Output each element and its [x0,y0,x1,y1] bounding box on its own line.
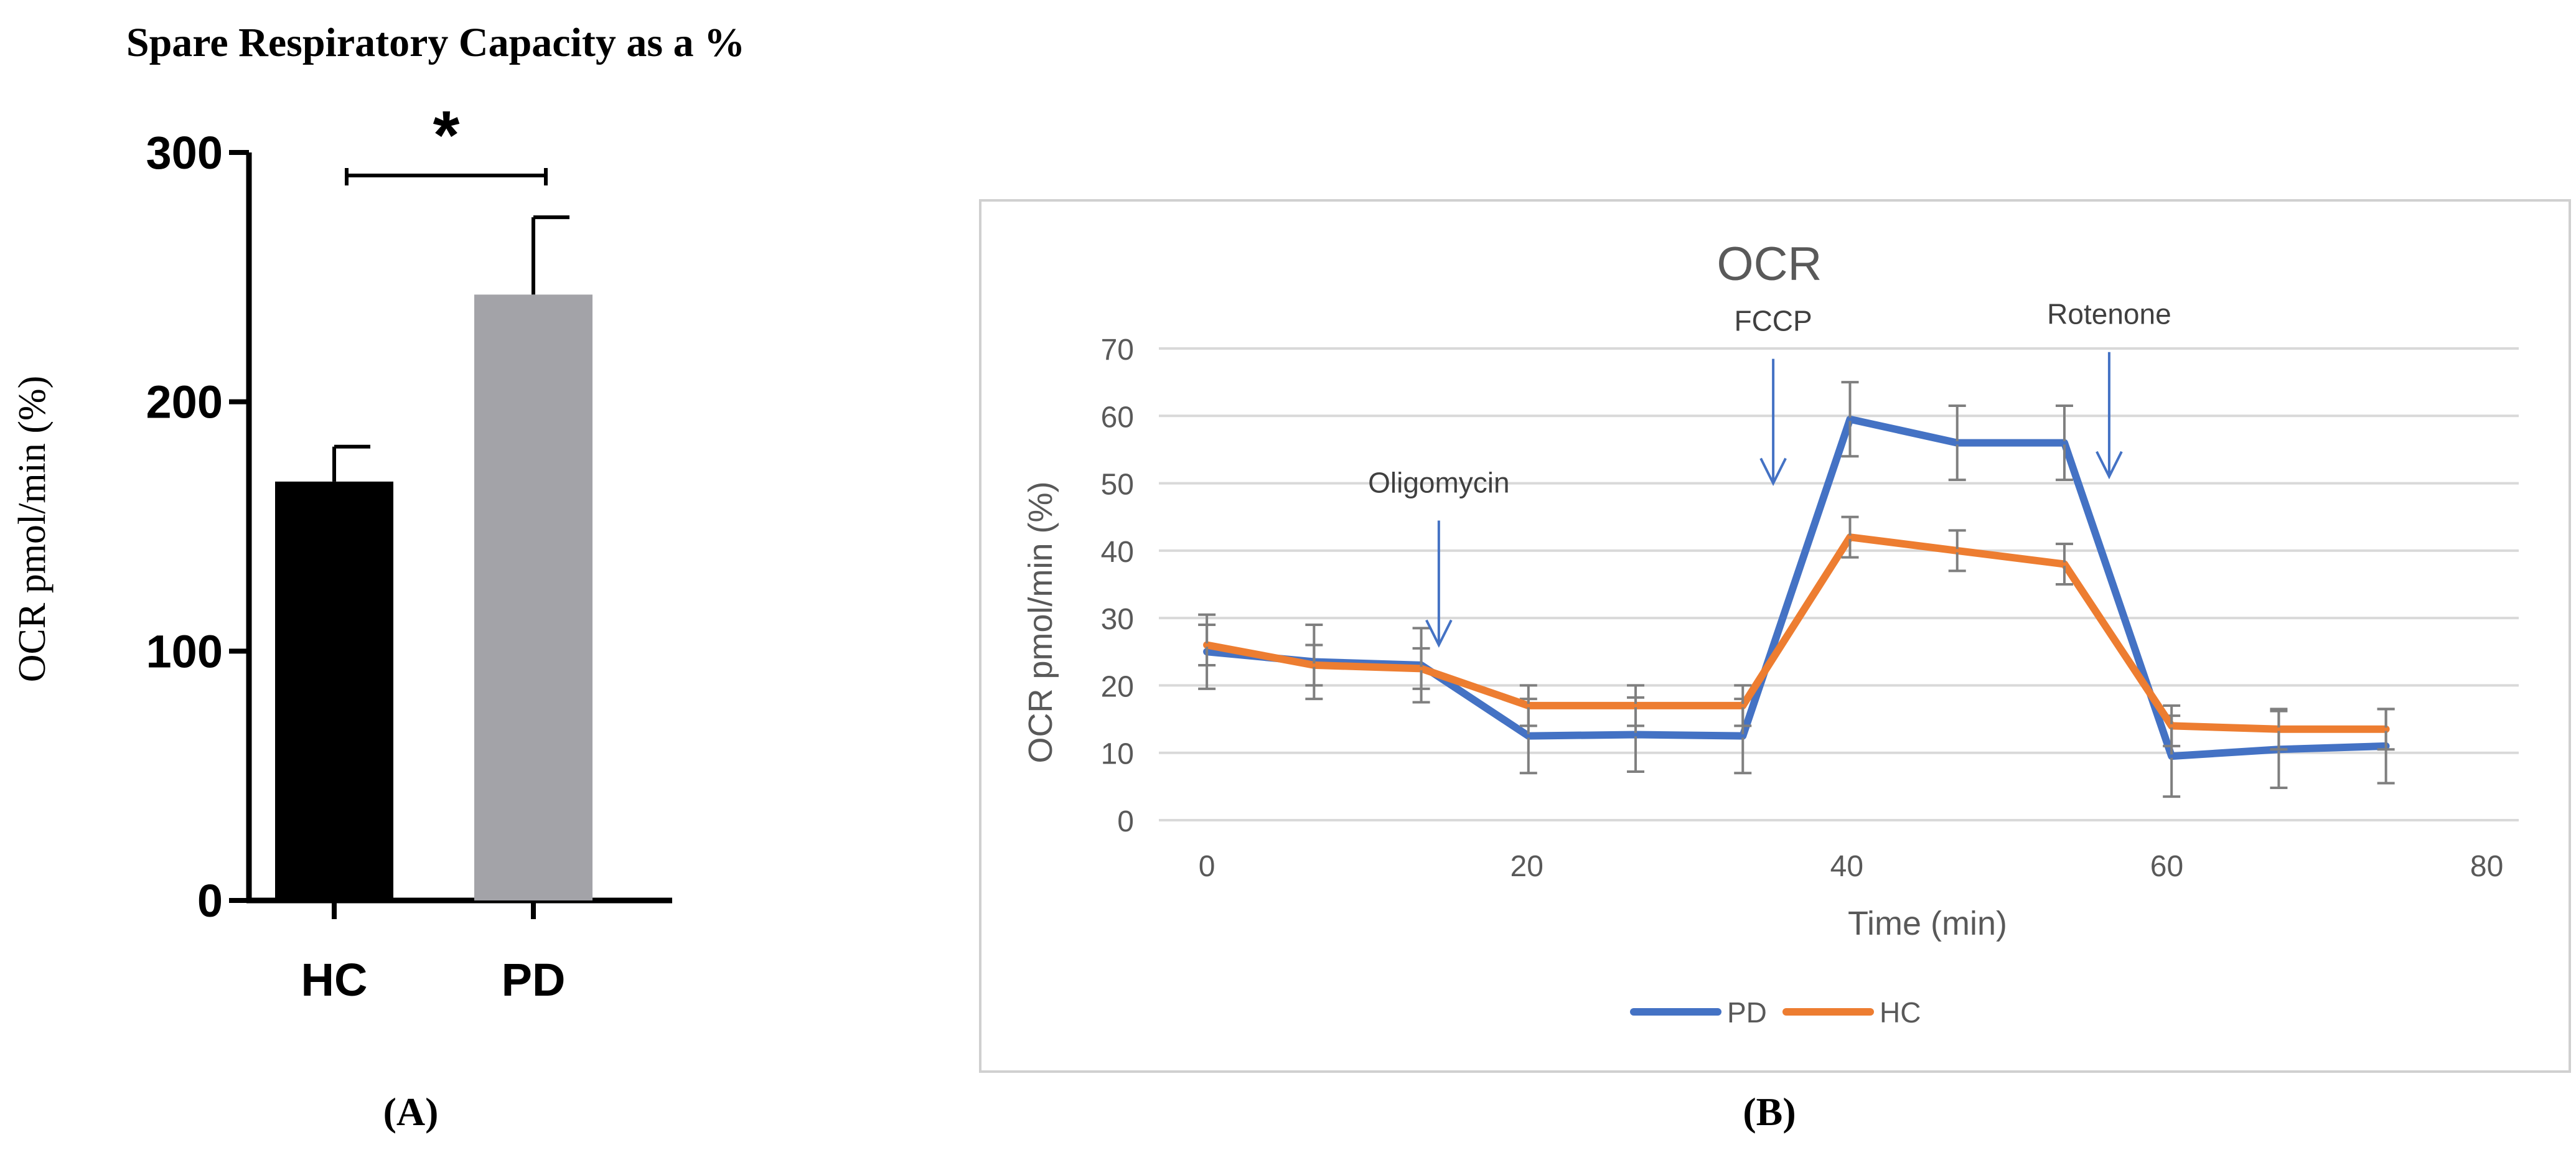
x-tick-label: 80 [2470,850,2503,883]
data-point-pd [2062,441,2066,445]
legend-label-pd: PD [1727,996,1767,1029]
x-tick-label-pd: PD [502,954,566,1006]
x-tick-label: 0 [1199,850,1215,883]
annotation-label-oligomycin: Oligomycin [1368,466,1510,498]
bar-chart-bars [275,215,592,900]
bar-chart-y-axis-label: OCR pmol/min (%) [11,376,54,683]
data-point-hc [1526,703,1530,708]
panel-b-line-chart: OCR OCR pmol/min (%) Time (min) 0 10 20 30 4… [979,199,2571,1134]
data-point-hc [2277,727,2281,731]
line-chart-y-ticks: 0 10 20 30 40 50 60 70 [1101,334,1134,838]
y-tick-label: 60 [1101,401,1134,434]
significance-asterisk: * [433,97,460,174]
data-point-hc [1848,535,1852,540]
y-tick-label: 0 [197,875,223,927]
y-tick-label: 0 [1117,805,1134,838]
panel-label-b: (B) [1743,1090,1796,1134]
y-tick-label: 300 [146,127,223,179]
data-point-hc [1741,703,1745,708]
significance-bracket: * [345,97,548,185]
data-point-hc [1312,663,1316,667]
bar-pd [474,294,592,900]
x-tick-label: 20 [1510,850,1543,883]
data-point-hc [2062,562,2066,566]
line-chart-annotations: Oligomycin FCCP Rotenone [1368,298,2171,648]
annotation-label-rotenone: Rotenone [2047,298,2171,330]
data-point-hc [1205,643,1209,647]
y-tick-label: 100 [146,625,223,677]
line-chart-x-axis-label: Time (min) [1848,905,2007,942]
series-line-hc [1203,533,2390,733]
rotenone-arrow-head [2096,451,2123,480]
legend-label-hc: HC [1880,996,1921,1029]
bar-chart-x-ticks: HC PD [301,900,566,1006]
fccp-arrow-head [1759,457,1787,487]
data-point-hc [2384,727,2388,731]
y-tick-label: 40 [1101,536,1134,569]
line-chart-gridlines [1159,347,2519,821]
line-chart-x-ticks: 0 20 40 60 80 [1199,850,2504,883]
series-hc [1198,515,2395,751]
y-tick-label: 30 [1101,603,1134,636]
line-chart-legend: PD HC [1630,996,1921,1029]
panel-a-bar-chart: Spare Respiratory Capacity as a % OCR pm… [11,20,745,1134]
panel-label-a: (A) [383,1090,439,1134]
bar-chart-y-ticks: 0 100 200 300 [146,127,249,927]
x-tick-label: 40 [1830,850,1863,883]
x-tick-label: 60 [2150,850,2183,883]
bar-chart-title: Spare Respiratory Capacity as a % [126,20,745,65]
data-point-hc [1419,666,1423,671]
bar-hc [275,481,393,900]
annotation-label-fccp: FCCP [1734,305,1812,337]
x-tick-label-hc: HC [301,954,368,1006]
data-point-pd [2170,754,2174,759]
data-point-pd [1955,441,1959,445]
line-chart-series [1198,381,2395,798]
line-chart-title: OCR [1717,238,1822,291]
data-point-pd [1848,417,1852,421]
data-point-pd [1634,732,1638,737]
data-point-hc [1634,703,1638,708]
y-tick-label: 10 [1101,738,1134,771]
line-chart-y-axis-label: OCR pmol/min (%) [1022,481,1059,763]
data-point-hc [2170,724,2174,728]
data-point-pd [1741,734,1745,738]
y-tick-label: 70 [1101,334,1134,367]
y-tick-label: 200 [146,376,223,428]
oligomycin-arrow-head [1425,619,1453,648]
y-tick-label: 20 [1101,670,1134,703]
y-tick-label: 50 [1101,469,1134,502]
data-point-pd [1526,734,1530,738]
data-point-hc [1955,548,1959,553]
